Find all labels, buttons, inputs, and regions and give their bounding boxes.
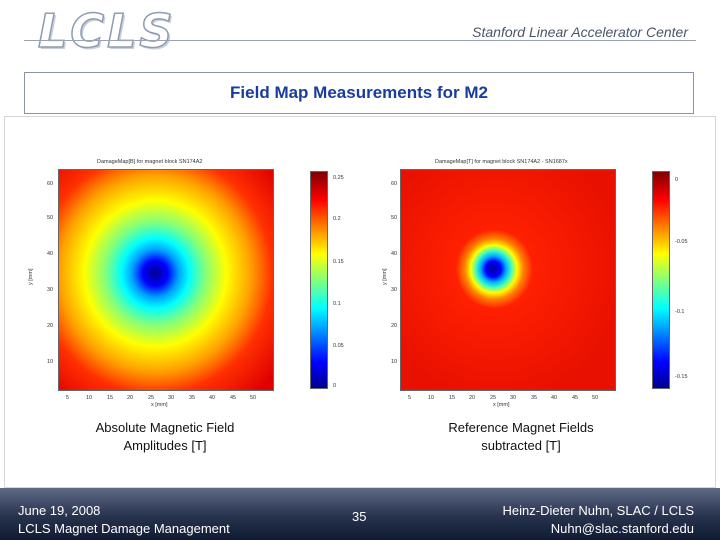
left-plot: DamageMap[B] for magnet block SN174A2 y …	[5, 117, 361, 489]
right-ytick: 30	[391, 287, 398, 293]
right-ytick: 60	[391, 181, 398, 187]
left-heatmap	[58, 169, 274, 391]
right-xtick: 10	[428, 395, 435, 401]
footer-right: Heinz-Dieter Nuhn, SLAC / LCLS Nuhn@slac…	[503, 502, 694, 538]
organization-name: Stanford Linear Accelerator Center	[472, 24, 688, 40]
right-colorbar-tick: 0	[675, 177, 679, 183]
left-xtick: 40	[209, 395, 216, 401]
footer-left: June 19, 2008 LCLS Magnet Damage Managem…	[18, 502, 230, 538]
left-plot-ylabel: y [mm]	[28, 268, 34, 286]
right-xtick: 15	[449, 395, 456, 401]
right-colorbar	[652, 171, 670, 389]
right-xlabel: x [mm]	[493, 402, 510, 408]
right-ytick: 50	[391, 215, 398, 221]
left-xtick: 45	[230, 395, 237, 401]
left-colorbar-tick: 0.25	[333, 175, 344, 181]
page-number: 35	[352, 509, 367, 524]
left-ytick: 50	[47, 215, 54, 221]
left-xlabel: x [mm]	[151, 402, 168, 408]
left-ytick: 20	[47, 323, 54, 329]
footer-author: Heinz-Dieter Nuhn, SLAC / LCLS	[502, 503, 694, 518]
right-caption-line2: subtracted [T]	[481, 438, 561, 453]
left-caption-line1: Absolute Magnetic Field	[95, 420, 235, 435]
left-xtick: 20	[127, 395, 134, 401]
right-caption-line1: Reference Magnet Fields	[448, 420, 594, 435]
right-plot-ylabel: y [mm]	[382, 268, 388, 286]
left-ytick: 40	[47, 251, 54, 257]
left-caption: Absolute Magnetic Field Amplitudes [T]	[65, 419, 265, 455]
right-xtick: 45	[572, 395, 579, 401]
left-xtick: 50	[250, 395, 257, 401]
figure-panel: DamageMap[B] for magnet block SN174A2 y …	[4, 116, 716, 488]
right-xtick: 40	[551, 395, 558, 401]
right-xtick: 35	[531, 395, 538, 401]
left-plot-title: DamageMap[B] for magnet block SN174A2	[97, 159, 203, 165]
right-colorbar-tick: -0.1	[675, 309, 685, 315]
slide-title: Field Map Measurements for M2	[230, 83, 488, 102]
slide-header: LCLS Stanford Linear Accelerator Center	[0, 0, 720, 62]
footer-date: June 19, 2008	[18, 503, 101, 518]
right-xtick: 50	[592, 395, 599, 401]
right-xtick: 30	[510, 395, 517, 401]
right-plot-title: DamageMap[T] for magnet block SN174A2 - …	[435, 159, 568, 165]
slide-title-box: Field Map Measurements for M2	[24, 72, 694, 114]
left-xtick: 30	[168, 395, 175, 401]
right-caption: Reference Magnet Fields subtracted [T]	[421, 419, 621, 455]
right-ytick: 10	[391, 359, 398, 365]
left-ytick: 60	[47, 181, 54, 187]
left-xtick: 10	[86, 395, 93, 401]
left-caption-line2: Amplitudes [T]	[123, 438, 207, 453]
header-divider	[24, 40, 696, 41]
right-heatmap	[400, 169, 616, 391]
footer-email: Nuhn@slac.stanford.edu	[550, 521, 694, 536]
left-xtick: 35	[189, 395, 196, 401]
right-xtick: 25	[490, 395, 497, 401]
left-colorbar	[310, 171, 328, 389]
left-ytick: 10	[47, 359, 54, 365]
slide-footer: June 19, 2008 LCLS Magnet Damage Managem…	[0, 488, 720, 540]
right-xtick: 5	[408, 395, 412, 401]
left-ytick: 30	[47, 287, 54, 293]
left-colorbar-tick: 0.05	[333, 343, 344, 349]
left-colorbar-tick: 0	[333, 383, 337, 389]
left-colorbar-tick: 0.15	[333, 259, 344, 265]
right-colorbar-tick: -0.15	[675, 374, 688, 380]
left-xtick: 5	[66, 395, 70, 401]
right-ytick: 40	[391, 251, 398, 257]
left-colorbar-tick: 0.1	[333, 301, 341, 307]
right-ytick: 20	[391, 323, 398, 329]
left-xtick: 25	[148, 395, 155, 401]
right-xtick: 20	[469, 395, 476, 401]
left-colorbar-tick: 0.2	[333, 216, 341, 222]
right-plot: DamageMap[T] for magnet block SN174A2 - …	[361, 117, 717, 489]
footer-subtitle: LCLS Magnet Damage Management	[18, 521, 230, 536]
left-xtick: 15	[107, 395, 114, 401]
right-colorbar-tick: -0.05	[675, 239, 688, 245]
lcls-logo: LCLS	[37, 3, 176, 59]
